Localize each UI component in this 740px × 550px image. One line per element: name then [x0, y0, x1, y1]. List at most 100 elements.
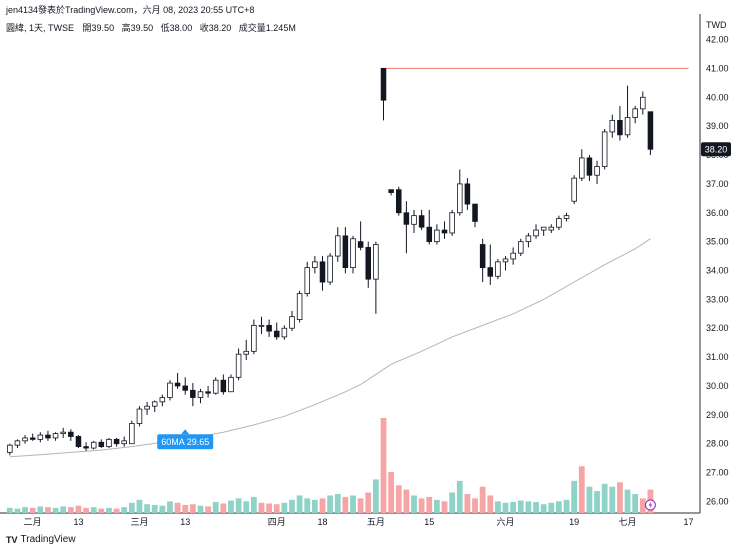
candle-body [510, 252, 516, 260]
volume-bar [586, 486, 593, 513]
volume-bar [144, 504, 150, 513]
candle-body [411, 215, 417, 225]
candle-body [220, 379, 227, 393]
candle-body [487, 267, 494, 277]
volume-bar [22, 507, 28, 513]
volume-bar [304, 498, 311, 513]
candle-body [319, 261, 326, 283]
candle [411, 209, 417, 233]
y-tick-label: 42.00 [706, 35, 729, 45]
x-tick-label: 19 [569, 517, 579, 527]
candle-body [190, 389, 196, 398]
candle [395, 186, 402, 216]
candle-body [632, 108, 638, 118]
ohlc-volume: 成交量1.245M [238, 23, 296, 33]
candle-body [22, 437, 28, 442]
brand-name: TradingView [20, 534, 76, 545]
x-tick-label: 13 [180, 517, 190, 527]
candle-body [151, 401, 158, 407]
candle [304, 261, 311, 297]
candle [334, 227, 341, 262]
lightning-icon[interactable] [644, 499, 656, 511]
volume-bar [601, 483, 608, 513]
volume-bar [14, 508, 21, 513]
x-tick-label: 七月 [619, 517, 637, 527]
candle-body [388, 189, 394, 193]
ma-label-box [157, 434, 214, 450]
candle-body [395, 189, 402, 214]
candle [357, 221, 364, 251]
candle [90, 440, 97, 450]
volume-bar [243, 501, 250, 513]
candle [98, 439, 105, 449]
volume-bar [533, 502, 539, 513]
candle-body [121, 440, 127, 445]
symbol-info: 圓緯, 1天, TWSE [6, 23, 75, 33]
price-axis[interactable]: 26.00 27.00 28.00 29.00 30.00 31.00 32.00 33.00… [706, 35, 729, 507]
volume-bar [510, 502, 517, 513]
volume-bar [571, 480, 578, 513]
volume-bar [388, 472, 395, 513]
candle-body [113, 438, 120, 445]
volume-bar [266, 503, 273, 513]
candle-body [601, 131, 608, 167]
candle [205, 385, 211, 398]
candle-body [563, 215, 570, 219]
candle [68, 429, 74, 441]
candle [106, 437, 112, 449]
candle-body [60, 431, 66, 435]
candle-body [495, 261, 501, 277]
volume-bar [464, 494, 471, 513]
candle-body [327, 255, 333, 283]
volume-bar [228, 500, 234, 513]
volume-bar [29, 507, 36, 513]
x-tick-label: 五月 [367, 517, 385, 527]
candle-body [312, 261, 318, 269]
last-price-text: 38.20 [705, 144, 728, 154]
candle-body [304, 267, 311, 294]
volume-bar [342, 496, 349, 513]
candle [289, 310, 295, 332]
x-tick-label: 二月 [24, 517, 42, 527]
candle [83, 442, 89, 451]
volume-bar [174, 502, 181, 513]
tradingview-branding[interactable]: TV TradingView [6, 534, 76, 545]
volume-bar [563, 499, 570, 513]
y-tick-label: 30.00 [706, 381, 729, 391]
candle-body [52, 433, 59, 439]
volume-bar [281, 502, 288, 513]
candle-body [159, 397, 166, 403]
candle [22, 435, 28, 444]
volume-bar [75, 505, 82, 513]
volume-bar [334, 494, 341, 513]
volume-bar [106, 507, 112, 513]
candle-body [258, 324, 265, 327]
candle-body [243, 350, 249, 355]
candle [174, 372, 181, 389]
candle [228, 374, 234, 393]
x-tick-label: 13 [73, 517, 83, 527]
candle-body [235, 353, 242, 378]
candle-body [441, 229, 448, 234]
volume-bar [67, 507, 74, 513]
candle-body [205, 391, 211, 394]
candle [647, 111, 654, 156]
time-axis[interactable]: 二月 13 三月 13 四月 18 五月 15 六月 19 七月 17 [24, 516, 694, 527]
candle-body [586, 157, 593, 176]
candle [235, 348, 242, 381]
y-tick-label: 33.00 [706, 294, 729, 304]
candle-body [609, 119, 616, 133]
candle [441, 221, 448, 239]
candle [29, 433, 36, 441]
x-tick-label: 17 [684, 517, 694, 527]
candle-body [174, 382, 181, 387]
candle [579, 149, 585, 182]
last-price-label: 38.20 [701, 142, 731, 157]
volume-bar [624, 489, 631, 513]
candle [251, 319, 257, 355]
candle [296, 290, 303, 323]
candle-body [426, 226, 433, 243]
candle [403, 201, 410, 254]
candle [640, 91, 646, 115]
